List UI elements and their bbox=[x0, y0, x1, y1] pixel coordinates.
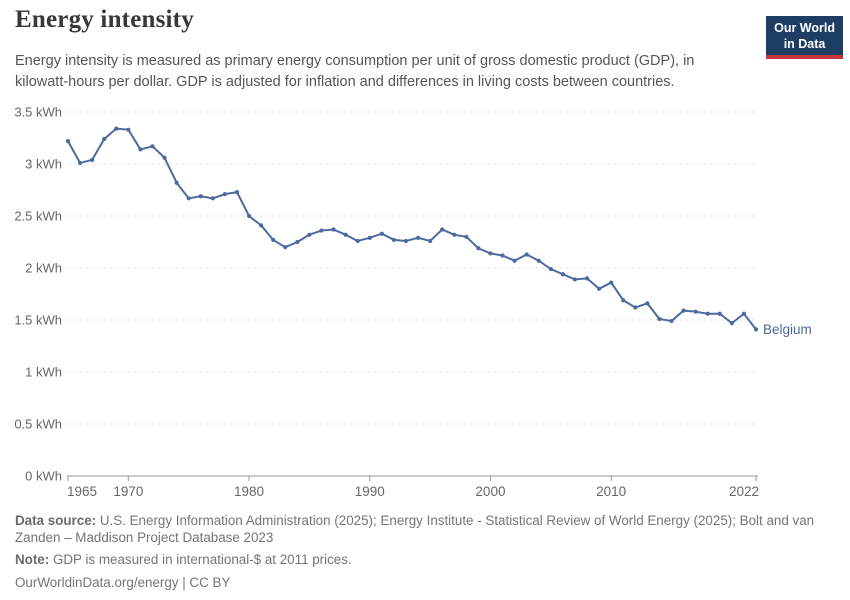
chart-point[interactable] bbox=[548, 266, 553, 272]
chart-point[interactable] bbox=[259, 223, 264, 228]
chart-point[interactable] bbox=[452, 232, 457, 237]
chart-point[interactable] bbox=[114, 126, 119, 131]
x-tick-label: 1990 bbox=[355, 484, 385, 499]
chart-point[interactable] bbox=[65, 139, 71, 144]
chart-point[interactable] bbox=[210, 196, 215, 201]
chart-point[interactable] bbox=[633, 305, 638, 310]
chart-point[interactable] bbox=[536, 258, 541, 263]
y-tick-label: 2.5 kWh bbox=[14, 209, 62, 224]
y-tick-label: 1 kWh bbox=[25, 365, 62, 380]
chart-point[interactable] bbox=[126, 127, 131, 132]
chart-point[interactable] bbox=[403, 238, 409, 244]
chart-point[interactable] bbox=[560, 272, 565, 277]
chart-point[interactable] bbox=[391, 237, 396, 243]
owid-license-link[interactable]: OurWorldinData.org/energy | CC BY bbox=[15, 575, 231, 591]
chart-footer: Data source: U.S. Energy Information Adm… bbox=[15, 512, 833, 596]
chart-point[interactable] bbox=[572, 277, 578, 282]
data-source-line: Data source: U.S. Energy Information Adm… bbox=[15, 512, 833, 547]
chart-point[interactable] bbox=[198, 194, 203, 199]
chart-point[interactable] bbox=[415, 235, 421, 240]
chart-point[interactable] bbox=[222, 192, 228, 197]
page-title: Energy intensity bbox=[15, 6, 194, 33]
chart-point[interactable] bbox=[162, 155, 167, 160]
x-tick-label: 2000 bbox=[475, 484, 505, 499]
chart-point[interactable] bbox=[681, 308, 686, 313]
chart-point[interactable] bbox=[693, 309, 698, 314]
chart-point[interactable] bbox=[77, 160, 83, 166]
x-tick-label: 2010 bbox=[596, 484, 626, 499]
x-tick-label: 2022 bbox=[729, 484, 759, 499]
chart-point[interactable] bbox=[379, 231, 384, 236]
y-tick-label: 3 kWh bbox=[25, 157, 62, 172]
chart-point[interactable] bbox=[621, 298, 626, 303]
chart-point[interactable] bbox=[271, 237, 276, 243]
chart-point[interactable] bbox=[355, 238, 360, 244]
chart-point[interactable] bbox=[705, 311, 710, 316]
note-text: GDP is measured in international-$ at 20… bbox=[52, 551, 352, 567]
chart-point[interactable] bbox=[512, 258, 517, 263]
x-tick-label: 1965 bbox=[67, 484, 97, 499]
chart-point[interactable] bbox=[343, 232, 348, 237]
chart-point[interactable] bbox=[246, 213, 252, 219]
chart-point[interactable] bbox=[319, 228, 324, 233]
chart-point[interactable] bbox=[596, 286, 602, 291]
y-tick-label: 0.5 kWh bbox=[14, 417, 62, 432]
y-tick-label: 3.5 kWh bbox=[14, 105, 62, 120]
note-line: Note: GDP is measured in international-$… bbox=[15, 551, 833, 568]
entity-label[interactable]: Belgium bbox=[763, 322, 812, 337]
chart-point[interactable] bbox=[753, 327, 759, 332]
owid-logo-line2: in Data bbox=[783, 36, 826, 51]
owid-logo[interactable]: Our World in Data bbox=[766, 16, 843, 60]
chart-point[interactable] bbox=[500, 253, 505, 258]
chart-point[interactable] bbox=[717, 311, 722, 316]
data-source-label: Data source: bbox=[15, 513, 97, 528]
chart-point[interactable] bbox=[584, 276, 590, 281]
chart-point[interactable] bbox=[307, 232, 312, 237]
y-tick-label: 1.5 kWh bbox=[14, 313, 62, 328]
chart-point[interactable] bbox=[428, 238, 433, 244]
chart-point[interactable] bbox=[186, 196, 191, 201]
chart-point[interactable] bbox=[367, 235, 372, 240]
chart-point[interactable] bbox=[741, 311, 747, 316]
chart-point[interactable] bbox=[440, 227, 445, 232]
chart-point[interactable] bbox=[645, 301, 650, 306]
x-tick-label: 1980 bbox=[234, 484, 264, 499]
chart-point[interactable] bbox=[669, 318, 674, 324]
chart-point[interactable] bbox=[729, 321, 734, 326]
chart-point[interactable] bbox=[234, 189, 240, 195]
chart-point[interactable] bbox=[657, 316, 662, 322]
owid-logo-line1: Our World bbox=[774, 21, 835, 35]
note-label: Note: bbox=[15, 551, 50, 567]
chart-line-belgium[interactable] bbox=[67, 127, 757, 331]
chart-subtitle: Energy intensity is measured as primary … bbox=[15, 53, 695, 91]
chart-point[interactable] bbox=[138, 147, 143, 152]
y-tick-label: 2 kWh bbox=[25, 261, 62, 276]
chart-point[interactable] bbox=[488, 251, 493, 256]
x-tick-label: 1970 bbox=[113, 484, 143, 499]
chart-point[interactable] bbox=[464, 234, 469, 239]
chart-point[interactable] bbox=[150, 144, 155, 149]
line-chart: 0 kWh 0.5 kWh 1 kWh 1.5 kWh 2 kWh 2.5 kWh 3 kW… bbox=[14, 105, 812, 500]
chart-point[interactable] bbox=[283, 245, 288, 250]
data-source-text: U.S. Energy Information Administration (… bbox=[15, 513, 815, 546]
chart-point[interactable] bbox=[476, 246, 481, 251]
y-tick-label: 0 kWh bbox=[25, 469, 62, 484]
chart-point[interactable] bbox=[102, 136, 107, 142]
chart-point[interactable] bbox=[295, 239, 300, 245]
chart-point[interactable] bbox=[331, 227, 336, 232]
chart-point[interactable] bbox=[90, 157, 95, 162]
chart-point[interactable] bbox=[524, 252, 529, 257]
chart-point[interactable] bbox=[609, 280, 614, 285]
chart-point[interactable] bbox=[174, 180, 179, 185]
